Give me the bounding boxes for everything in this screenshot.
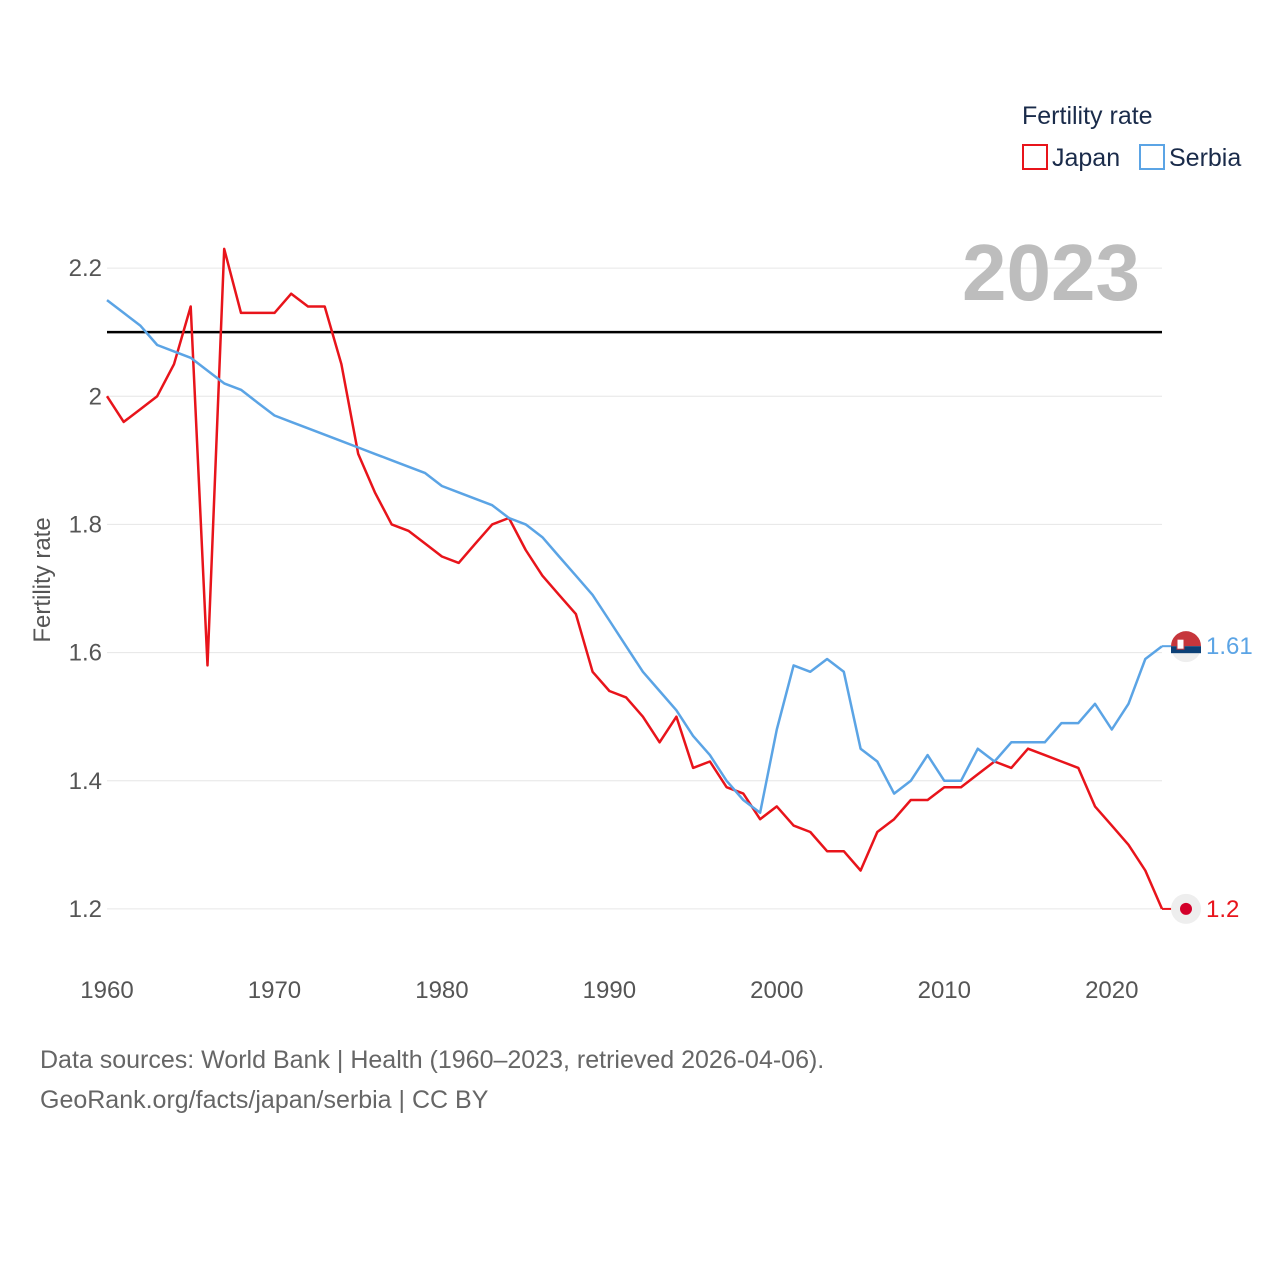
legend-swatch-japan bbox=[1022, 144, 1048, 170]
series-end-markers: 1.2 1.61 bbox=[1162, 631, 1253, 924]
x-axis-ticks: 1960 1970 1980 1990 2000 2010 2020 bbox=[80, 977, 1138, 1004]
legend-swatch-serbia bbox=[1139, 144, 1165, 170]
gridlines bbox=[107, 267, 1162, 910]
legend: Fertility rate Japan Serbia bbox=[1022, 102, 1241, 172]
year-label: 2023 bbox=[962, 228, 1140, 317]
flag-sun bbox=[1180, 902, 1192, 915]
license-line[interactable]: GeoRank.org/facts/japan/serbia | CC BY bbox=[40, 1086, 489, 1114]
legend-label-serbia: Serbia bbox=[1169, 144, 1241, 172]
y-axis-ticks: 1.2 1.4 1.6 1.8 2 2.2 bbox=[69, 255, 102, 923]
y-tick-label: 1.4 bbox=[69, 768, 102, 795]
x-tick-label: 1960 bbox=[80, 977, 133, 1004]
x-tick-label: 1990 bbox=[583, 977, 636, 1004]
source-line: Data sources: World Bank | Health (1960–… bbox=[40, 1046, 825, 1074]
fertility-line-chart: 1.2 1.4 1.6 1.8 2 2.2 1960 1970 1980 1990 2000 201… bbox=[29, 102, 1253, 1004]
end-value-label-serbia: 1.61 bbox=[1206, 633, 1253, 660]
y-tick-label: 1.8 bbox=[69, 511, 102, 538]
series-line-serbia bbox=[106, 299, 1163, 815]
y-tick-label: 2.2 bbox=[69, 255, 102, 282]
series-line-japan bbox=[105, 247, 1164, 910]
flag-blue-band bbox=[1171, 646, 1201, 654]
legend-item-serbia[interactable]: Serbia bbox=[1139, 144, 1241, 172]
y-tick-label: 1.2 bbox=[69, 896, 102, 923]
y-tick-label: 1.6 bbox=[69, 640, 102, 667]
legend-title: Fertility rate bbox=[1022, 102, 1153, 130]
y-axis-label: Fertility rate bbox=[29, 517, 56, 642]
japan-flag-icon bbox=[1171, 893, 1201, 924]
serbia-flag-icon bbox=[1171, 631, 1201, 663]
legend-label-japan: Japan bbox=[1052, 144, 1120, 172]
legend-item-japan[interactable]: Japan bbox=[1022, 144, 1120, 172]
y-tick-label: 2 bbox=[89, 383, 102, 410]
series-lines bbox=[105, 247, 1164, 910]
x-tick-label: 1980 bbox=[415, 977, 468, 1004]
x-tick-label: 1970 bbox=[248, 977, 301, 1004]
source-note: Data sources: World Bank | Health (1960–… bbox=[40, 1040, 1240, 1120]
flag-coat-of-arms bbox=[1176, 638, 1185, 650]
flag-red-band bbox=[1171, 631, 1201, 647]
x-tick-label: 2000 bbox=[750, 977, 803, 1004]
x-tick-label: 2020 bbox=[1085, 977, 1138, 1004]
end-value-label-japan: 1.2 bbox=[1206, 896, 1239, 923]
x-tick-label: 2010 bbox=[918, 977, 971, 1004]
